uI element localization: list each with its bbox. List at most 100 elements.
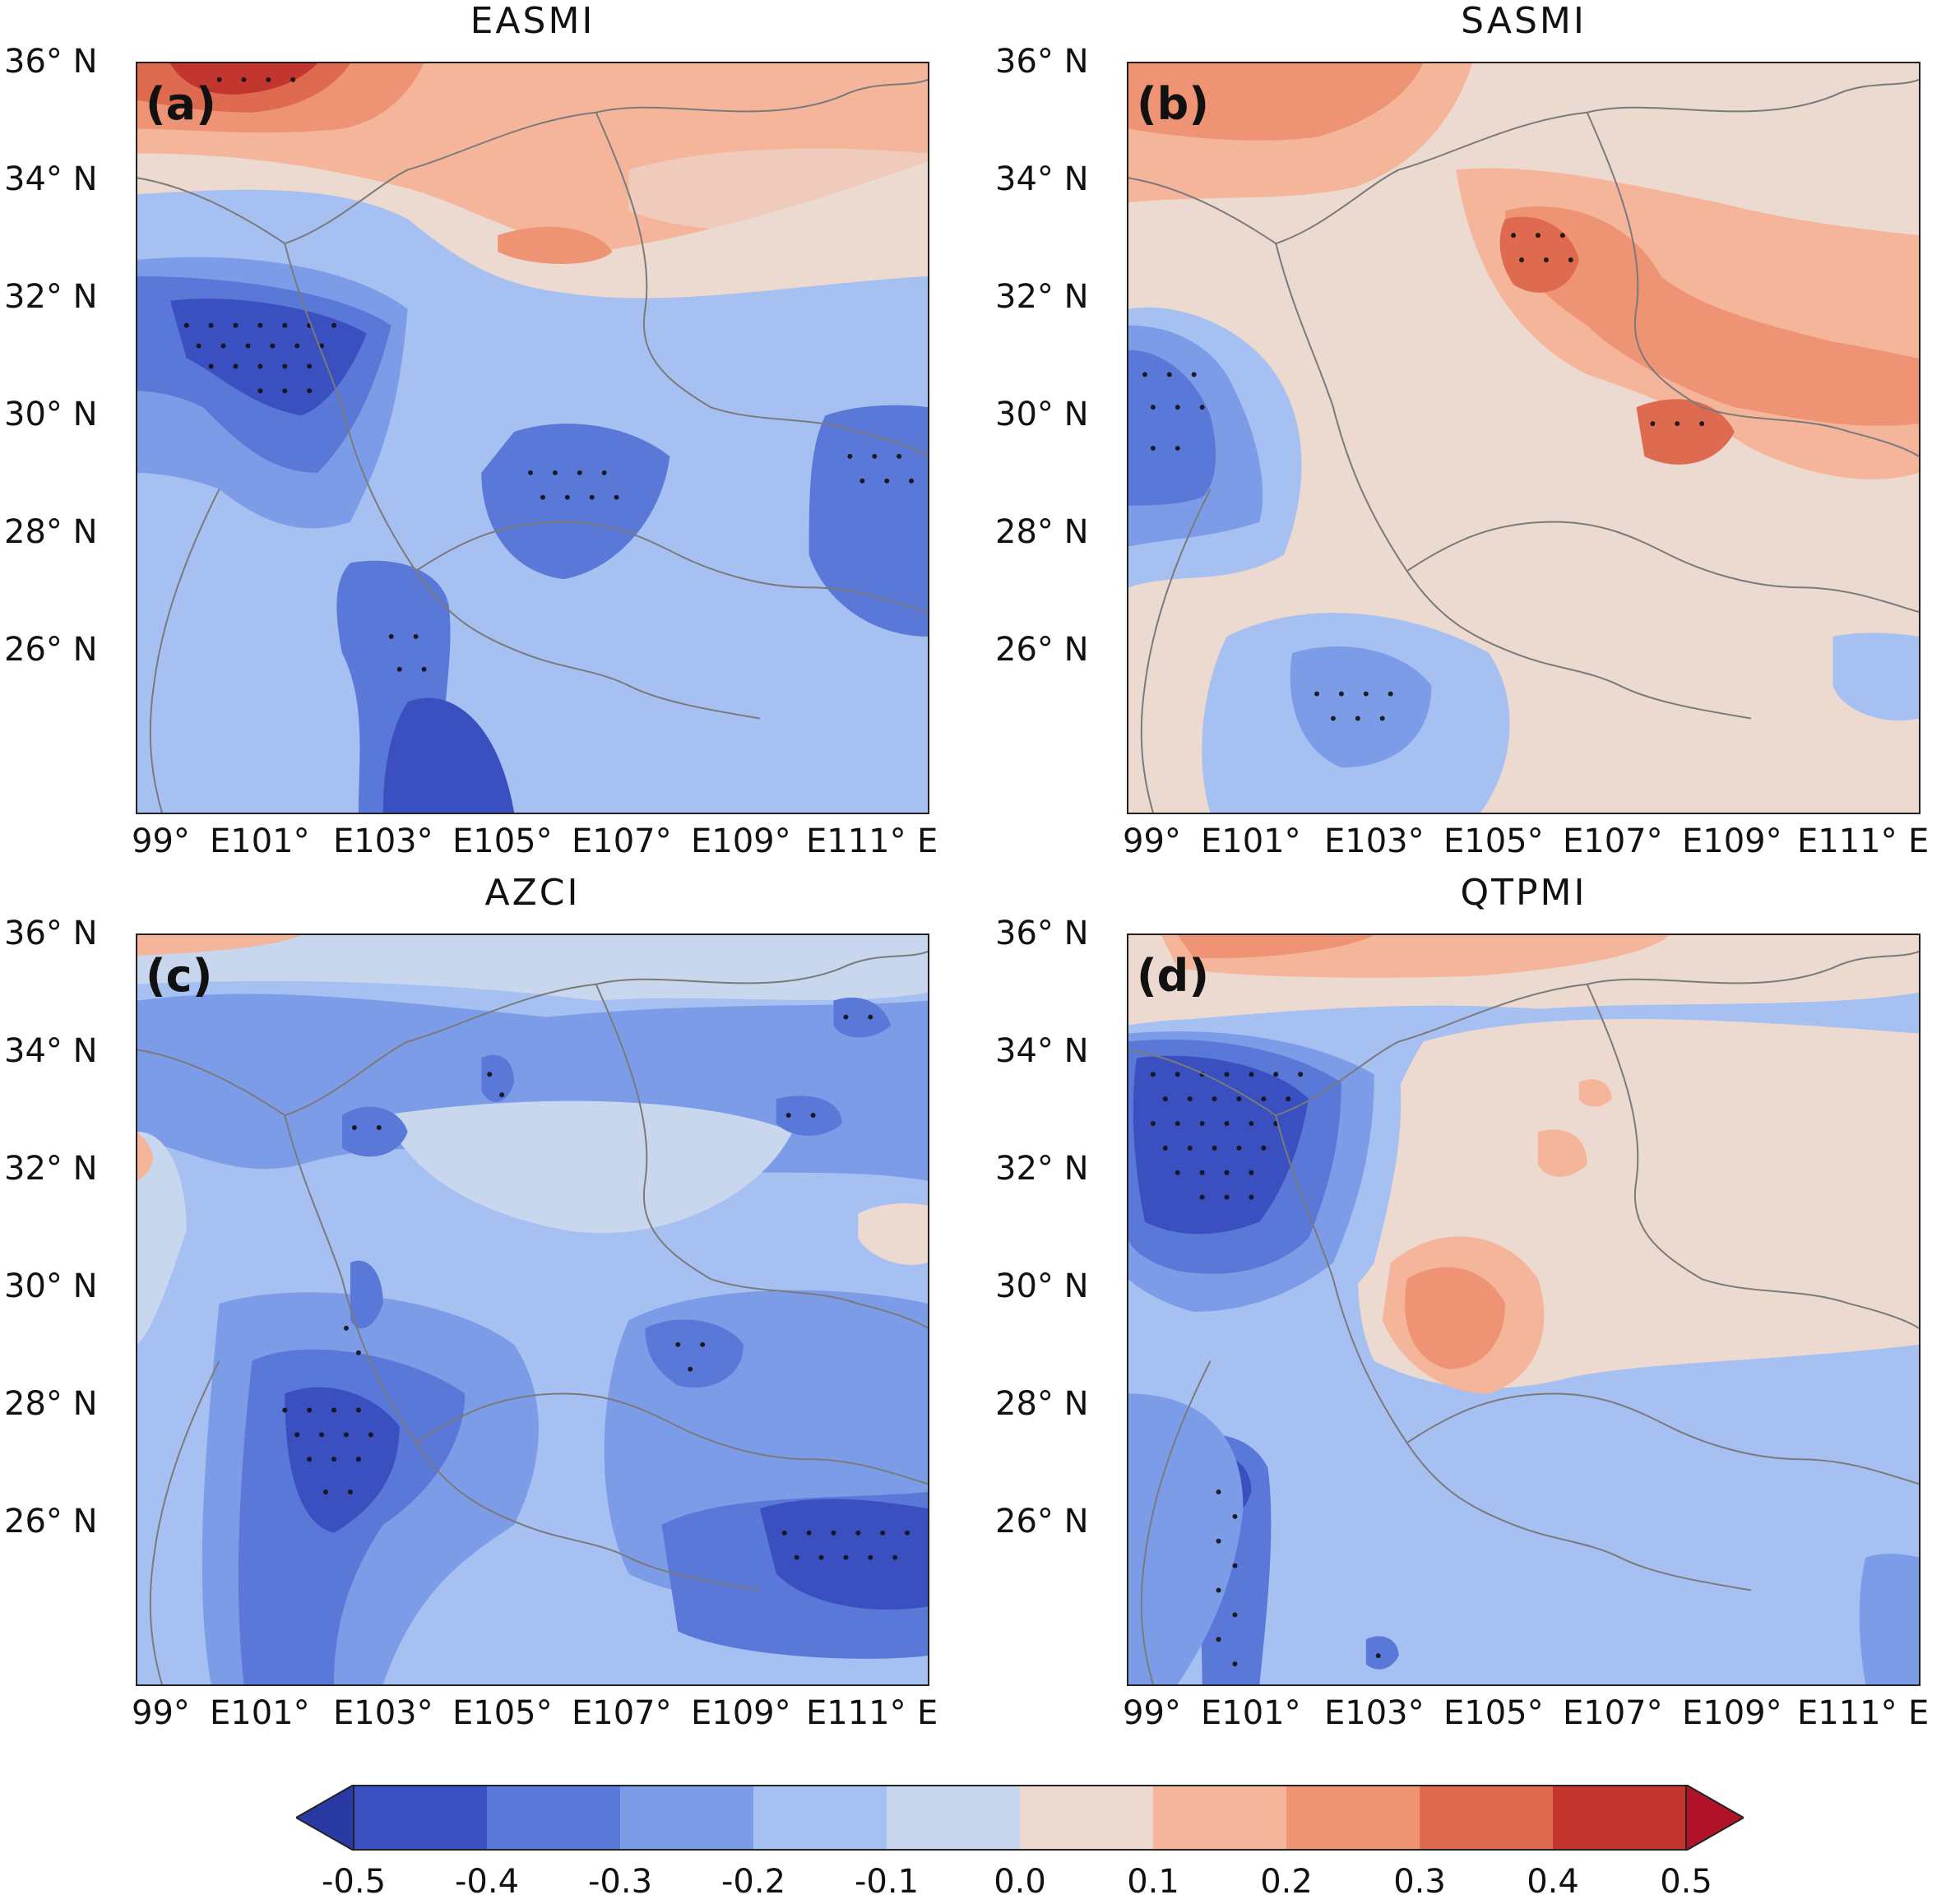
panel-label: (d) bbox=[1137, 950, 1210, 1002]
colorbar-under-arrow bbox=[296, 1785, 354, 1851]
x-tick-label: E101° bbox=[1201, 1694, 1301, 1732]
panel-c: AZCI bbox=[0, 872, 971, 1744]
y-tick-label: 36° N bbox=[995, 915, 1089, 952]
map-plot: (b) bbox=[1127, 62, 1921, 814]
x-tick-label: E103° bbox=[1324, 1694, 1425, 1732]
x-tick-label: 99° bbox=[1123, 822, 1181, 860]
colorbar-tick-label: 0.0 bbox=[994, 1863, 1046, 1901]
colorbar-tick-label: -0.4 bbox=[454, 1863, 520, 1901]
x-tick-label: E109° bbox=[691, 1694, 791, 1732]
y-tick-label: 28° N bbox=[995, 1385, 1089, 1423]
x-ticks: 99° E101° E103° E105° E107° E109° E111° … bbox=[127, 1694, 942, 1744]
colorbar-segment bbox=[487, 1785, 621, 1851]
x-tick-label: E103° bbox=[1324, 822, 1425, 860]
contour-field bbox=[1128, 63, 1919, 813]
y-tick-label: 28° N bbox=[4, 513, 98, 551]
panel-title: AZCI bbox=[484, 872, 581, 914]
colorbar-tick-label: -0.5 bbox=[321, 1863, 387, 1901]
colorbar-segment bbox=[887, 1785, 1021, 1851]
colorbar-tick-label: 0.1 bbox=[1127, 1863, 1179, 1901]
y-tick-label: 28° N bbox=[995, 513, 1089, 551]
y-tick-label: 36° N bbox=[4, 915, 98, 952]
panel-d: QTPMI bbox=[991, 872, 1946, 1744]
y-tick-label: 34° N bbox=[995, 160, 1089, 198]
x-tick-label: E105° bbox=[1443, 822, 1544, 860]
colorbar-tick-label: -0.2 bbox=[720, 1863, 786, 1901]
colorbar-tick-label: 0.4 bbox=[1527, 1863, 1579, 1901]
y-tick-label: 34° N bbox=[4, 1032, 98, 1070]
panel-title: QTPMI bbox=[1460, 872, 1587, 914]
x-tick-label: 99° bbox=[132, 1694, 190, 1732]
x-tick-label: E103° bbox=[333, 822, 433, 860]
x-tick-label: E109° bbox=[691, 822, 791, 860]
panel-title: SASMI bbox=[1461, 0, 1587, 42]
x-tick-label: E101° bbox=[210, 822, 310, 860]
x-ticks: 99° E101° E103° E105° E107° E109° E111° … bbox=[127, 822, 942, 872]
y-tick-label: 28° N bbox=[4, 1385, 98, 1423]
y-tick-label: 32° N bbox=[4, 278, 98, 316]
panel-title: EASMI bbox=[470, 0, 595, 42]
map-plot: (c) bbox=[136, 933, 929, 1686]
y-tick-label: 32° N bbox=[995, 278, 1089, 316]
x-tick-label: E109° bbox=[1682, 1694, 1782, 1732]
y-tick-label: 26° N bbox=[4, 1503, 98, 1540]
x-tick-label: 99° bbox=[1123, 1694, 1181, 1732]
x-tick-label: E111° bbox=[806, 822, 906, 860]
x-ticks: 99° E101° E103° E105° E107° E109° E111° … bbox=[1119, 1694, 1933, 1744]
y-tick-label: 26° N bbox=[995, 631, 1089, 669]
y-tick-label: 36° N bbox=[4, 43, 98, 81]
x-tick-label: E111° bbox=[806, 1694, 906, 1732]
colorbar-tick-label: -0.3 bbox=[587, 1863, 653, 1901]
colorbar-tick-label: 0.2 bbox=[1260, 1863, 1313, 1901]
y-tick-label: 32° N bbox=[4, 1150, 98, 1188]
y-tick-label: 30° N bbox=[995, 396, 1089, 433]
colorbar-segment bbox=[1286, 1785, 1420, 1851]
colorbar-segment bbox=[354, 1785, 488, 1851]
y-tick-label: 26° N bbox=[4, 631, 98, 669]
x-ticks: 99° E101° E103° E105° E107° E109° E111° … bbox=[1119, 822, 1933, 872]
y-tick-label: 30° N bbox=[4, 1267, 98, 1305]
colorbar-tick-label: 0.5 bbox=[1660, 1863, 1712, 1901]
colorbar bbox=[296, 1785, 1744, 1851]
colorbar-segment bbox=[620, 1785, 754, 1851]
colorbar-over-arrow bbox=[1685, 1785, 1744, 1851]
x-tick-label: E101° bbox=[1201, 822, 1301, 860]
panel-label: (b) bbox=[1137, 78, 1210, 130]
x-tick-label: E107° bbox=[572, 822, 672, 860]
x-tick-label: E101° bbox=[210, 1694, 310, 1732]
y-tick-label: 32° N bbox=[995, 1150, 1089, 1188]
x-tick-label: E111° bbox=[1797, 822, 1897, 860]
colorbar-tick-label: -0.1 bbox=[854, 1863, 920, 1901]
map-plot: (d) bbox=[1127, 933, 1921, 1686]
x-tick-label: 99° bbox=[132, 822, 190, 860]
x-tick-label: E107° bbox=[1563, 1694, 1663, 1732]
panel-label: (c) bbox=[146, 950, 213, 1002]
colorbar-segment bbox=[1153, 1785, 1287, 1851]
contour-field bbox=[1128, 935, 1919, 1684]
panel-label: (a) bbox=[146, 78, 216, 130]
panel-a: EASMI bbox=[0, 0, 971, 872]
colorbar-segment bbox=[1420, 1785, 1554, 1851]
x-tick-label: E105° bbox=[452, 822, 553, 860]
y-tick-label: 30° N bbox=[995, 1267, 1089, 1305]
map-plot: (a) bbox=[136, 62, 929, 814]
x-tick-label: E bbox=[917, 1694, 938, 1732]
y-tick-label: 34° N bbox=[4, 160, 98, 198]
colorbar-border bbox=[353, 1785, 1687, 1851]
x-tick-label: E111° bbox=[1797, 1694, 1897, 1732]
x-tick-label: E103° bbox=[333, 1694, 433, 1732]
contour-field bbox=[137, 63, 928, 813]
colorbar-tick-label: 0.3 bbox=[1393, 1863, 1446, 1901]
colorbar-segment bbox=[1553, 1785, 1687, 1851]
colorbar-segment bbox=[1020, 1785, 1154, 1851]
y-tick-label: 26° N bbox=[995, 1503, 1089, 1540]
colorbar-segment bbox=[753, 1785, 887, 1851]
contour-field bbox=[137, 935, 928, 1684]
panel-b: SASMI bbox=[991, 0, 1946, 872]
x-tick-label: E105° bbox=[452, 1694, 553, 1732]
y-tick-label: 36° N bbox=[995, 43, 1089, 81]
y-tick-label: 34° N bbox=[995, 1032, 1089, 1070]
x-tick-label: E bbox=[1908, 822, 1930, 860]
y-tick-label: 30° N bbox=[4, 396, 98, 433]
x-tick-label: E107° bbox=[1563, 822, 1663, 860]
